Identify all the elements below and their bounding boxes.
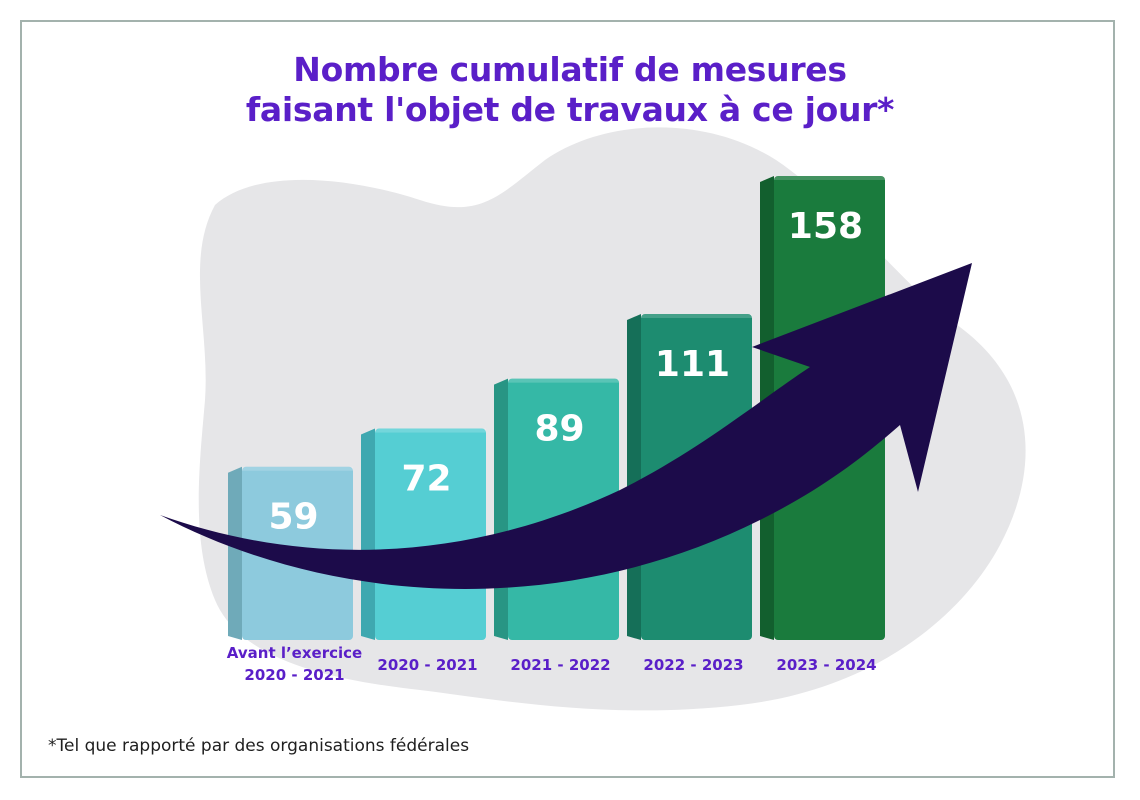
trend-arrow-icon [160,263,972,589]
bar-value-label: 158 [788,206,863,247]
footnote: *Tel que rapporté par des organisations … [48,736,470,756]
category-label: 2021 - 2022 [510,656,610,674]
category-label: Avant l’exercice [227,644,362,662]
chart-title-line-1: Nombre cumulatif de mesures [293,50,847,89]
labels-layer: 59 Avant l’exercice 2020 - 2021 72 2020 - 20… [227,206,877,684]
category-label: 2020 - 2021 [244,666,344,684]
bar-highlight [641,314,752,319]
bar-highlight [774,176,885,180]
category-label: 2020 - 2021 [377,656,477,674]
bar-highlight [375,428,486,433]
bar-value-label: 59 [268,497,318,538]
chart-title: Nombre cumulatif de mesures faisant l'ob… [0,50,1140,130]
bar-value-label: 111 [655,344,730,385]
category-label: 2022 - 2023 [643,656,743,674]
bar-value-label: 72 [401,459,451,500]
chart-title-line-2: faisant l'objet de travaux à ce jour* [245,90,895,129]
trend-arrow-layer [160,263,972,589]
bar-highlight [508,378,619,383]
bar-side [627,314,641,640]
category-label: 2023 - 2024 [776,656,876,674]
bar-side [361,428,375,640]
bar-side [228,466,242,640]
bar-value-label: 89 [534,409,584,450]
bar-side [494,378,508,640]
bar-highlight [242,466,353,471]
